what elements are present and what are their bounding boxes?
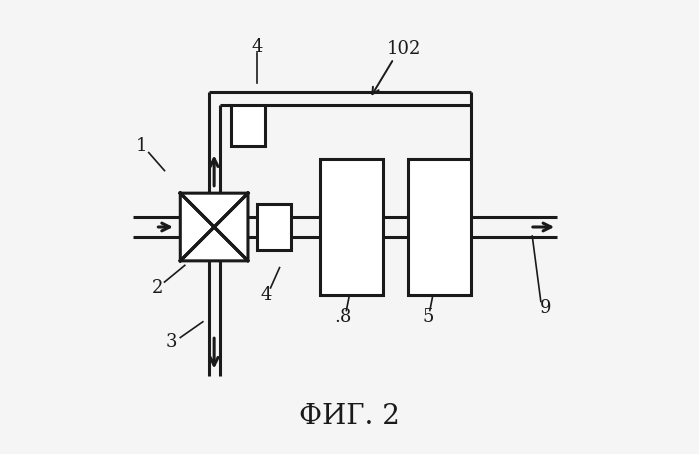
Text: 4: 4 [260, 286, 272, 304]
Text: ФИГ. 2: ФИГ. 2 [299, 403, 400, 430]
Text: 5: 5 [423, 308, 434, 326]
Text: .8: .8 [334, 308, 352, 326]
Text: 102: 102 [387, 40, 421, 58]
Polygon shape [214, 193, 248, 261]
Text: 4: 4 [252, 38, 263, 55]
Polygon shape [180, 193, 214, 261]
Polygon shape [180, 193, 248, 227]
Bar [320, 159, 383, 295]
Bar [408, 159, 471, 295]
Text: 1: 1 [136, 137, 147, 155]
Text: 3: 3 [166, 333, 177, 351]
Polygon shape [180, 227, 248, 261]
Text: 9: 9 [540, 299, 552, 317]
Bar [257, 204, 291, 250]
Text: 2: 2 [152, 279, 164, 297]
Bar [231, 105, 265, 146]
